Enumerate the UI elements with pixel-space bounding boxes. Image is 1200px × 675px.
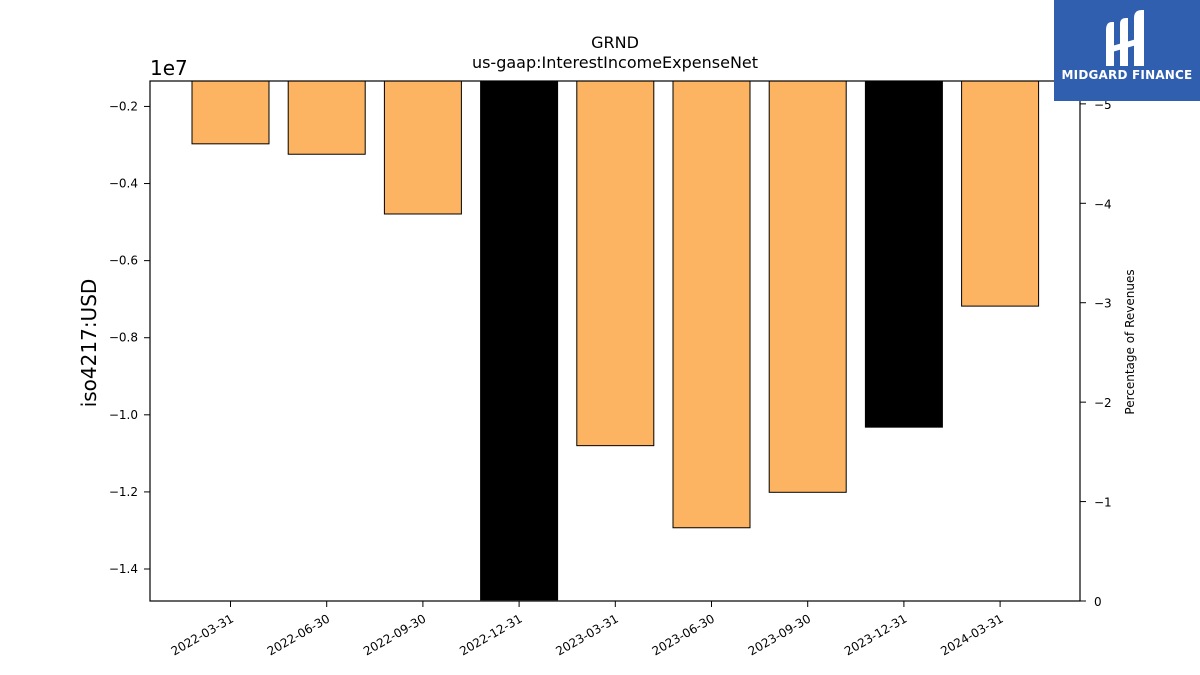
x-tick-label: 2023-03-31 bbox=[553, 611, 620, 658]
y2-tick-label: 0 bbox=[1094, 595, 1102, 609]
bar-2023-06-30 bbox=[672, 80, 751, 529]
y2-axis-label: Percentage of Revenues bbox=[1123, 269, 1137, 414]
plot-frame bbox=[149, 80, 1081, 602]
x-tick-label: 2023-12-31 bbox=[842, 611, 909, 658]
bar-2023-09-30 bbox=[768, 80, 847, 493]
x-tick-label: 2023-09-30 bbox=[746, 611, 813, 658]
y2-tick-label: −3 bbox=[1094, 297, 1112, 311]
x-tick-label: 2024-03-31 bbox=[938, 611, 1005, 658]
y-tick-label: −0.6 bbox=[109, 254, 138, 268]
bars-group bbox=[191, 80, 1040, 601]
y-tick-label: −1.0 bbox=[109, 408, 138, 422]
y-tick-label: −0.8 bbox=[109, 331, 138, 345]
midgard-finance-logo: MIDGARD FINANCE bbox=[1054, 0, 1200, 101]
logo-mark-icon bbox=[1106, 10, 1144, 66]
x-tick-label: 2022-03-31 bbox=[169, 611, 236, 658]
y2-tick-label: −1 bbox=[1094, 496, 1112, 510]
bar-2022-06-30 bbox=[287, 80, 366, 155]
y2-tick-label: −4 bbox=[1094, 197, 1112, 211]
x-tick-label: 2022-09-30 bbox=[361, 611, 428, 658]
y-axis-label: iso4217:USD bbox=[77, 279, 101, 408]
y-tick-label: −1.4 bbox=[109, 562, 138, 576]
x-tick-label: 2022-12-31 bbox=[457, 611, 524, 658]
bar-2022-09-30 bbox=[383, 80, 462, 215]
bar-2023-03-31 bbox=[576, 80, 655, 447]
y2-tick-label: −5 bbox=[1094, 98, 1112, 112]
x-tick-label: 2023-06-30 bbox=[650, 611, 717, 658]
bar-2022-03-31 bbox=[191, 80, 270, 145]
bar-2024-03-31 bbox=[961, 80, 1040, 307]
y-tick-label: −1.2 bbox=[109, 485, 138, 499]
chart-title: GRND bbox=[591, 33, 639, 52]
bar-2023-12-31 bbox=[864, 80, 943, 428]
bar-2022-12-31 bbox=[480, 80, 559, 601]
y-axis-offset-label: 1e7 bbox=[150, 56, 188, 80]
chart-subtitle: us-gaap:InterestIncomeExpenseNet bbox=[472, 53, 758, 72]
y-tick-label: −0.2 bbox=[109, 99, 138, 113]
logo-text: MIDGARD FINANCE bbox=[1061, 68, 1193, 82]
y-tick-label: −0.4 bbox=[109, 177, 138, 191]
x-tick-label: 2022-06-30 bbox=[265, 611, 332, 658]
y2-tick-label: −2 bbox=[1094, 396, 1112, 410]
